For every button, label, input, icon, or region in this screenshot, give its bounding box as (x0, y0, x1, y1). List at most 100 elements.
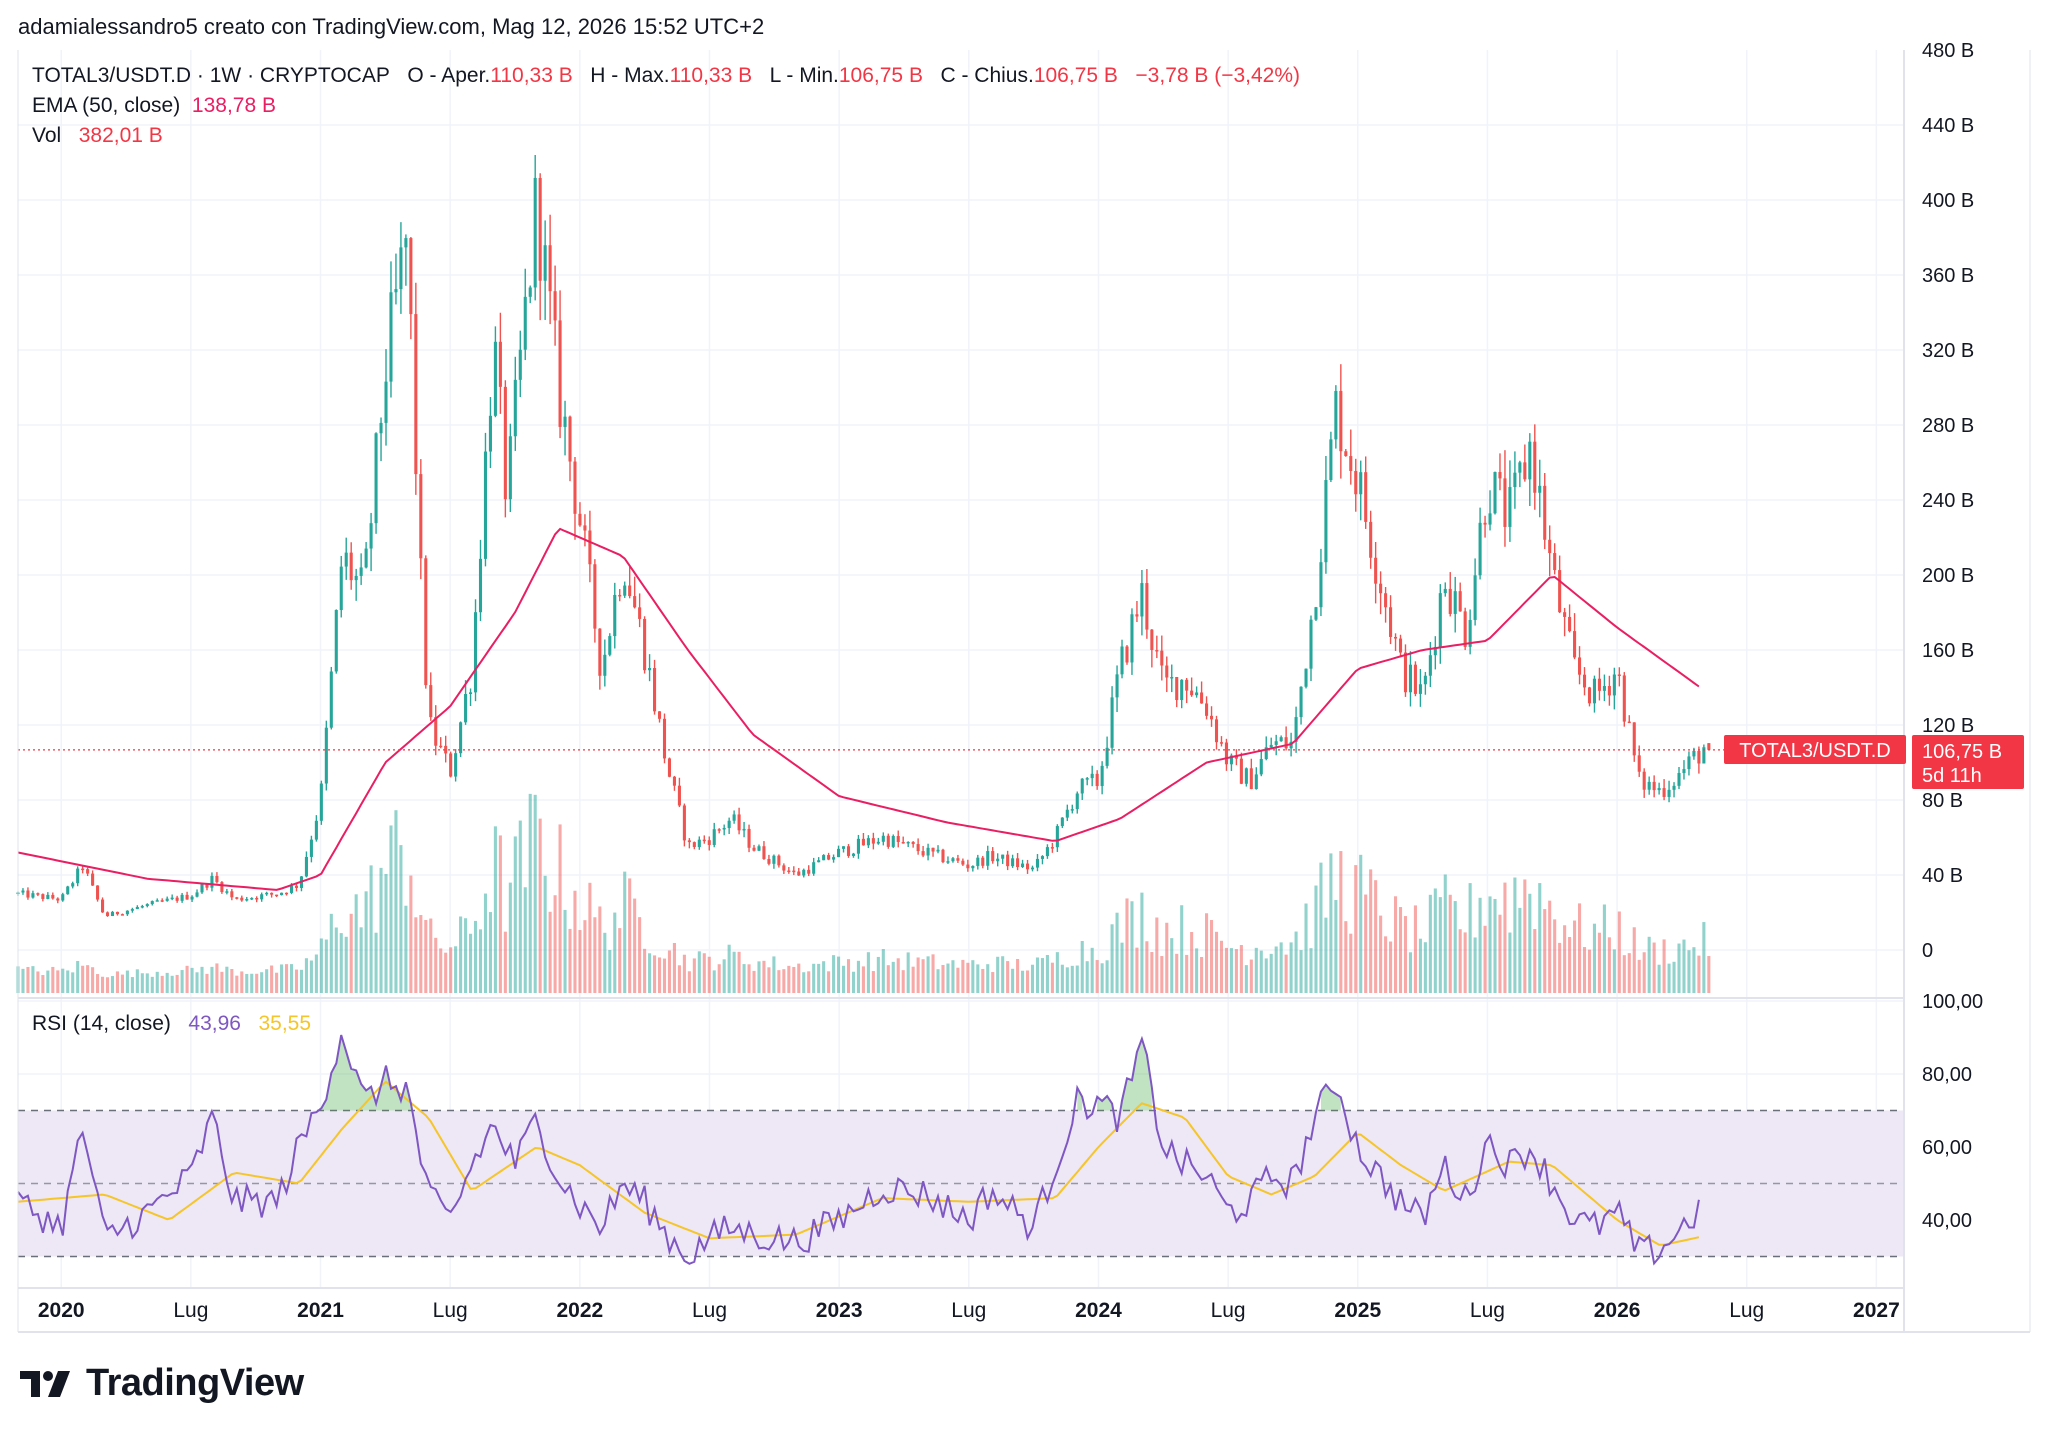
candle-body (1125, 646, 1129, 663)
price-tag-symbol-box (1724, 735, 1906, 764)
volume-bar (1229, 948, 1233, 993)
candle-body (931, 847, 935, 852)
candle-body (1209, 715, 1214, 720)
tradingview-logo-icon (20, 1370, 70, 1397)
candle-body (1006, 854, 1010, 867)
candle-body (608, 636, 612, 655)
time-tick-label: 2022 (556, 1299, 603, 1322)
candle-body (314, 820, 318, 840)
volume-bar (1374, 880, 1378, 993)
candle-body (1627, 721, 1631, 724)
candle-body (1528, 441, 1532, 480)
volume-bar (483, 893, 488, 993)
volume-bar (946, 963, 950, 993)
candle-body (1453, 591, 1457, 614)
volume-bar (866, 952, 870, 993)
volume-bar (1453, 901, 1457, 993)
candle-body (638, 607, 642, 619)
price-tag-value: 106,75 B (1922, 741, 2002, 763)
candle-body (1324, 480, 1328, 563)
volume-bar (608, 950, 612, 993)
candle-body (1558, 570, 1562, 613)
price-tag-countdown: 5d 11h (1922, 765, 1982, 787)
volume-bar (911, 966, 915, 993)
legend-low-label: L - Min. (769, 64, 839, 87)
volume-bar (444, 952, 448, 993)
candle-body (1085, 778, 1089, 780)
volume-bar (1394, 896, 1398, 993)
price-tick-label: 0 (1922, 940, 1933, 962)
candle-body (250, 897, 254, 900)
volume-bar (648, 953, 652, 993)
volume-bar (334, 927, 338, 993)
volume-bar (270, 965, 274, 993)
candle-body (1503, 478, 1507, 527)
price-tick-label: 480 B (1922, 40, 1974, 62)
candle-body (1195, 692, 1199, 696)
candle-body (26, 890, 30, 898)
volume-bar (643, 948, 647, 993)
candle-body (424, 558, 428, 686)
volume-bar (513, 836, 517, 993)
legend-volume[interactable]: Vol 382,01 B (32, 124, 163, 148)
volume-bar (1224, 947, 1228, 993)
volume-bar (672, 942, 676, 993)
volume-bar (464, 918, 468, 993)
legend-symbol[interactable]: TOTAL3/USDT.D · 1W · CRYPTOCAP (32, 64, 390, 87)
volume-bar (598, 906, 602, 993)
candle-body (1095, 773, 1099, 787)
tradingview-logo[interactable]: TradingView (20, 1362, 304, 1405)
candle-body (817, 860, 821, 863)
candle-body (1224, 742, 1228, 765)
legend-close: 106,75 B (1033, 64, 1118, 87)
volume-bar (101, 976, 105, 993)
candle-body (1602, 686, 1606, 691)
candle-body (613, 594, 617, 637)
volume-bar (886, 965, 890, 993)
candle-body (737, 814, 741, 831)
volume-bar (1214, 931, 1219, 993)
candle-body (747, 828, 751, 848)
volume-bar (1120, 942, 1124, 993)
rsi-overbought-fill (1122, 1038, 1152, 1111)
candle-body (1040, 856, 1044, 859)
volume-bar (1607, 937, 1611, 993)
volume-bar (215, 963, 219, 993)
candle-body (76, 868, 80, 884)
candle-body (215, 875, 219, 883)
volume-bar (1523, 879, 1527, 993)
legend-ema[interactable]: EMA (50, close) 138,78 B (32, 94, 276, 118)
volume-bar (299, 969, 304, 993)
volume-bar (941, 964, 945, 993)
volume-bar (1483, 925, 1487, 993)
volume-bar (1513, 877, 1517, 993)
candle-body (1682, 769, 1686, 774)
volume-bar (304, 958, 308, 993)
volume-bar (160, 975, 164, 993)
volume-bar (1702, 922, 1706, 993)
pane-frame (17, 50, 2031, 1333)
candle-body (230, 891, 234, 898)
candle-body (856, 838, 860, 854)
volume-bar (981, 968, 985, 993)
legend-rsi[interactable]: RSI (14, close) 43,96 35,55 (32, 1012, 311, 1036)
rsi-line (17, 1034, 1700, 1266)
price-tag-symbol: TOTAL3/USDT.D (1739, 740, 1891, 762)
candle-body (891, 836, 895, 847)
volume-bar (523, 887, 527, 993)
candle-body (712, 829, 716, 845)
volume-bar (841, 965, 846, 993)
volume-bar (1642, 952, 1646, 993)
volume-bar (1458, 929, 1462, 993)
volume-bar (1498, 914, 1502, 993)
volume-bar (1125, 898, 1129, 993)
volume-bar (846, 959, 851, 993)
volume-bar (1528, 893, 1532, 993)
candle-body (618, 594, 622, 597)
candle-body (319, 783, 323, 821)
volume-bar (1269, 953, 1273, 993)
volume-bar (1175, 953, 1179, 993)
volume-bar (329, 913, 333, 993)
candle-body (1050, 847, 1054, 849)
